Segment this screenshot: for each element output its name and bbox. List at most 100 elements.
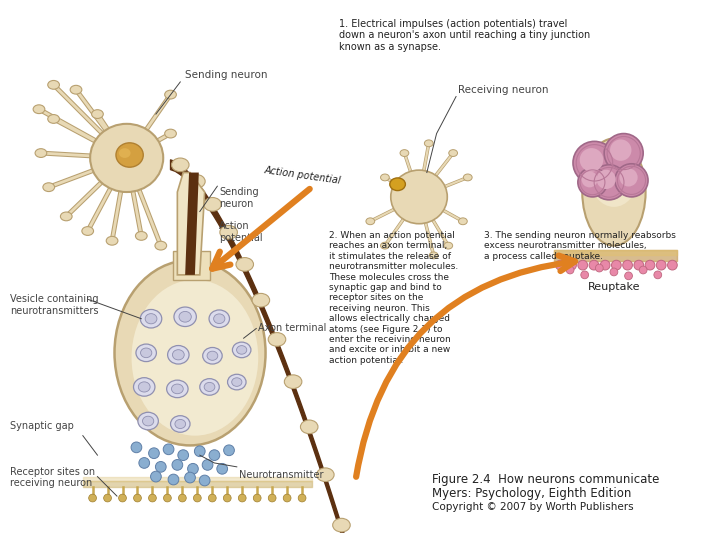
Circle shape (657, 260, 666, 270)
Circle shape (578, 260, 588, 270)
Ellipse shape (90, 124, 163, 192)
Ellipse shape (300, 420, 318, 434)
Ellipse shape (165, 90, 176, 99)
Text: Synaptic gap: Synaptic gap (10, 421, 73, 431)
Circle shape (555, 260, 565, 270)
Ellipse shape (228, 374, 246, 390)
Circle shape (596, 170, 616, 189)
Ellipse shape (143, 416, 154, 426)
Ellipse shape (60, 212, 72, 221)
Ellipse shape (203, 347, 222, 364)
Ellipse shape (449, 150, 457, 157)
Ellipse shape (209, 310, 230, 327)
Ellipse shape (381, 174, 390, 181)
Circle shape (639, 266, 647, 274)
Circle shape (104, 494, 112, 502)
Ellipse shape (366, 218, 374, 225)
Circle shape (163, 494, 171, 502)
Circle shape (600, 260, 610, 270)
Ellipse shape (132, 280, 258, 436)
Circle shape (604, 133, 643, 173)
Ellipse shape (107, 237, 118, 245)
Ellipse shape (236, 258, 253, 271)
Circle shape (194, 446, 205, 457)
Circle shape (581, 271, 588, 279)
Ellipse shape (136, 344, 156, 362)
Ellipse shape (48, 114, 60, 123)
Circle shape (139, 457, 150, 468)
Circle shape (184, 472, 195, 483)
Ellipse shape (114, 260, 266, 445)
Circle shape (134, 494, 141, 502)
Ellipse shape (237, 346, 247, 354)
Ellipse shape (33, 105, 45, 113)
Ellipse shape (464, 174, 472, 181)
Ellipse shape (444, 242, 453, 249)
Ellipse shape (171, 158, 189, 172)
Circle shape (168, 474, 179, 485)
Ellipse shape (91, 110, 103, 118)
Text: Axon terminal: Axon terminal (258, 323, 327, 334)
Circle shape (595, 264, 603, 272)
Circle shape (179, 494, 186, 502)
Circle shape (615, 164, 648, 197)
Circle shape (253, 494, 261, 502)
Circle shape (654, 271, 662, 279)
Circle shape (610, 268, 618, 276)
Circle shape (580, 148, 603, 172)
Text: Sending neuron: Sending neuron (185, 70, 268, 80)
Circle shape (645, 260, 655, 270)
Circle shape (131, 442, 142, 453)
Ellipse shape (188, 174, 205, 188)
Ellipse shape (459, 218, 467, 225)
FancyArrowPatch shape (356, 255, 575, 477)
Ellipse shape (199, 379, 220, 395)
Text: Receiving neuron: Receiving neuron (458, 85, 549, 94)
Circle shape (625, 272, 632, 280)
Circle shape (217, 463, 228, 474)
Circle shape (148, 448, 159, 458)
Ellipse shape (333, 518, 350, 532)
Ellipse shape (140, 309, 162, 328)
Circle shape (611, 260, 621, 270)
Circle shape (156, 462, 166, 472)
Text: Sending
neuron: Sending neuron (220, 187, 259, 209)
Circle shape (194, 494, 201, 502)
Circle shape (202, 460, 213, 470)
Ellipse shape (138, 412, 158, 430)
Polygon shape (177, 173, 204, 275)
Text: Vesicle containing
neurotransmitters: Vesicle containing neurotransmitters (10, 294, 98, 316)
Circle shape (283, 494, 291, 502)
Ellipse shape (165, 129, 176, 138)
Text: Action
potential: Action potential (220, 221, 263, 243)
Circle shape (178, 450, 189, 461)
Text: 3. The sending neuron normally reabsorbs
excess neurotransmitter molecules,
a pr: 3. The sending neuron normally reabsorbs… (485, 231, 676, 261)
Circle shape (578, 168, 607, 197)
Circle shape (589, 260, 599, 270)
Circle shape (224, 445, 235, 456)
Circle shape (592, 165, 626, 200)
Ellipse shape (391, 170, 447, 224)
Ellipse shape (284, 375, 302, 388)
Circle shape (623, 260, 632, 270)
Ellipse shape (138, 382, 150, 392)
Text: 2. When an action potential
reaches an axon terminal,
it stimulates the release : 2. When an action potential reaches an a… (329, 231, 459, 365)
Ellipse shape (233, 342, 251, 357)
Text: Figure 2.4  How neurons communicate: Figure 2.4 How neurons communicate (432, 472, 659, 485)
Ellipse shape (204, 382, 215, 392)
Ellipse shape (269, 333, 286, 346)
Ellipse shape (140, 348, 152, 357)
Circle shape (119, 494, 127, 502)
Circle shape (150, 471, 161, 482)
Text: Neurotransmitter: Neurotransmitter (239, 470, 323, 480)
Ellipse shape (145, 314, 157, 324)
Circle shape (634, 260, 644, 270)
Ellipse shape (590, 148, 638, 207)
Ellipse shape (174, 307, 197, 327)
Text: Reuptake: Reuptake (588, 282, 640, 292)
Circle shape (148, 494, 156, 502)
Ellipse shape (82, 227, 94, 235)
Ellipse shape (179, 312, 192, 322)
Ellipse shape (35, 148, 47, 158)
Circle shape (667, 260, 678, 270)
